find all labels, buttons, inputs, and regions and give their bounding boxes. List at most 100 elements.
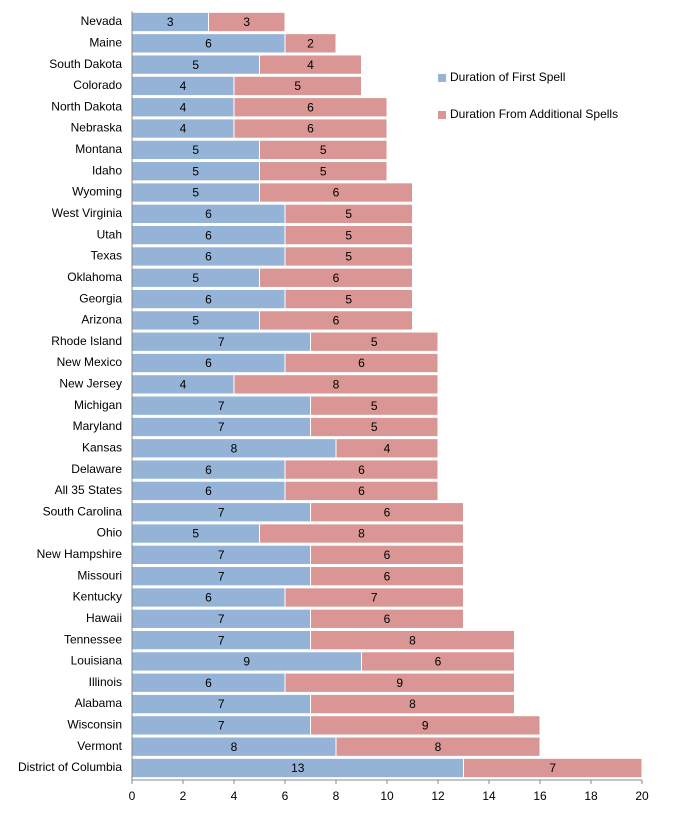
value-label: 7 (549, 761, 556, 775)
bar-segment (284, 288, 413, 310)
value-label: 5 (345, 207, 352, 221)
value-label: 7 (218, 335, 225, 349)
bar-segment (233, 118, 388, 139)
value-label: 7 (218, 633, 225, 647)
x-tick-label: 4 (231, 789, 238, 803)
value-label: 5 (192, 314, 199, 328)
bar-segment (284, 480, 439, 502)
value-label: 9 (396, 676, 403, 690)
value-label: 6 (205, 484, 212, 498)
value-label: 6 (205, 207, 212, 221)
value-label: 7 (218, 697, 225, 711)
y-tick-label: Kansas (82, 440, 122, 454)
legend-swatch (438, 74, 446, 82)
bar-segment (463, 757, 643, 779)
bar-segment (284, 587, 464, 608)
y-tick-label: Maryland (73, 419, 122, 433)
x-tick-label: 2 (180, 789, 187, 803)
bar-segment (335, 438, 439, 459)
value-label: 7 (218, 569, 225, 583)
y-tick-label: Texas (91, 249, 122, 263)
bar-segment (335, 736, 541, 757)
x-tick-label: 16 (533, 789, 547, 803)
y-tick-label: South Carolina (43, 504, 123, 518)
value-label: 4 (180, 100, 187, 114)
value-label: 6 (384, 612, 391, 626)
y-tick-label: Alabama (75, 696, 123, 710)
y-tick-label: Rhode Island (51, 334, 122, 348)
value-label: 4 (180, 79, 187, 93)
value-label: 6 (435, 655, 442, 669)
value-label: 6 (384, 505, 391, 519)
value-label: 5 (320, 143, 327, 157)
value-label: 7 (218, 505, 225, 519)
bar-segment (284, 459, 439, 480)
value-label: 5 (192, 186, 199, 200)
y-tick-label: Delaware (71, 462, 122, 476)
y-tick-label: Utah (97, 227, 122, 241)
value-label: 3 (167, 15, 174, 29)
value-label: 6 (205, 36, 212, 50)
y-tick-label: Wisconsin (67, 718, 122, 732)
y-tick-label: Nebraska (71, 121, 123, 135)
value-label: 5 (371, 335, 378, 349)
bar-segment (310, 629, 515, 651)
bar-segment (310, 395, 439, 416)
bar-segment (259, 310, 413, 331)
bar-segment (233, 97, 388, 118)
value-label: 6 (307, 122, 314, 136)
value-label: 5 (345, 292, 352, 306)
value-label: 8 (231, 740, 238, 754)
y-tick-label: New Mexico (57, 355, 123, 369)
bar-segment (208, 11, 286, 33)
y-tick-label: Arizona (81, 313, 122, 327)
x-tick-label: 18 (584, 789, 598, 803)
bar-segment (310, 416, 439, 438)
bar-segment (310, 566, 464, 587)
value-label: 5 (371, 420, 378, 434)
value-label: 6 (205, 228, 212, 242)
y-tick-label: District of Columbia (18, 760, 122, 774)
value-label: 7 (218, 399, 225, 413)
legend-label: Duration From Additional Spells (450, 107, 618, 121)
value-label: 5 (294, 79, 301, 93)
value-label: 4 (180, 378, 187, 392)
y-tick-label: Oklahoma (67, 270, 122, 284)
y-tick-label: North Dakota (51, 99, 122, 113)
value-label: 5 (192, 164, 199, 178)
value-label: 9 (243, 655, 250, 669)
value-label: 6 (333, 186, 340, 200)
value-label: 9 (422, 719, 429, 733)
y-tick-label: Wyoming (72, 185, 122, 199)
bar-segment (259, 54, 362, 75)
value-label: 6 (358, 463, 365, 477)
value-label: 8 (231, 441, 238, 455)
value-label: 6 (333, 314, 340, 328)
value-label: 13 (291, 761, 305, 775)
y-tick-label: Vermont (77, 739, 122, 753)
y-tick-label: Missouri (77, 568, 122, 582)
value-label: 3 (243, 15, 250, 29)
bar-segment (310, 693, 515, 715)
y-tick-label: South Dakota (49, 57, 122, 71)
value-label: 7 (218, 420, 225, 434)
y-tick-label: Montana (75, 142, 122, 156)
bar-segment (259, 523, 464, 544)
value-label: 5 (345, 250, 352, 264)
value-label: 6 (384, 569, 391, 583)
bar-segment (361, 651, 515, 672)
value-label: 5 (345, 228, 352, 242)
value-label: 5 (192, 271, 199, 285)
y-tick-label: Tennessee (64, 632, 122, 646)
y-tick-label: Ohio (97, 526, 123, 540)
x-tick-label: 0 (129, 789, 136, 803)
value-label: 5 (192, 527, 199, 541)
value-label: 7 (371, 591, 378, 605)
bar-segment (259, 161, 388, 182)
x-tick-label: 14 (482, 789, 496, 803)
x-tick-label: 20 (635, 789, 649, 803)
y-tick-label: Louisiana (71, 654, 123, 668)
y-tick-label: West Virginia (52, 206, 123, 220)
value-label: 7 (218, 719, 225, 733)
value-label: 5 (192, 58, 199, 72)
